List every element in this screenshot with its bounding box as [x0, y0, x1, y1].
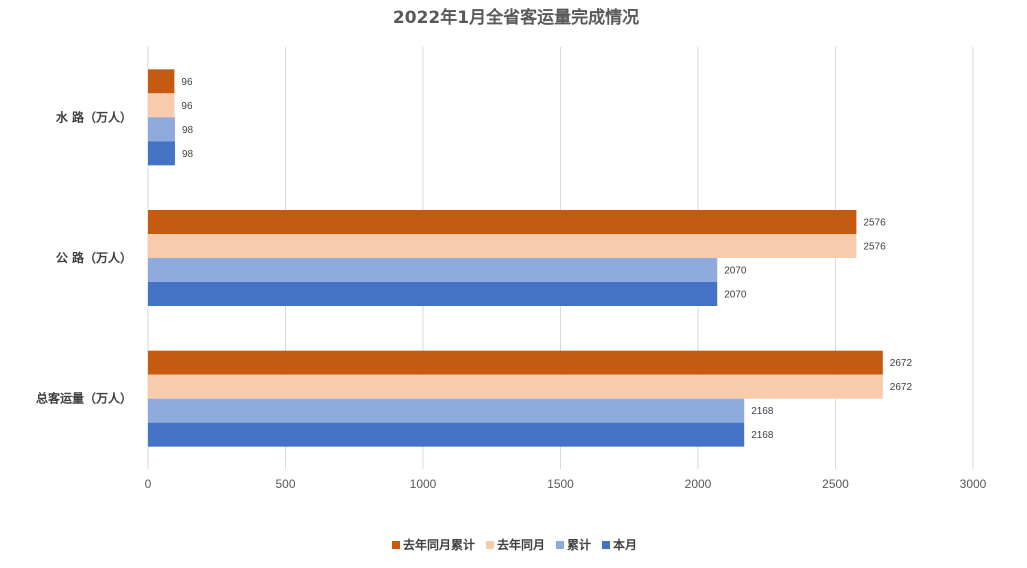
- data-label: 2070: [724, 290, 747, 301]
- data-label: 2168: [751, 406, 774, 417]
- legend-swatch: [392, 541, 400, 549]
- data-label: 2576: [863, 218, 886, 229]
- legend-label: 去年同月: [497, 537, 545, 552]
- legend-label: 本月: [613, 537, 637, 552]
- bar: [148, 282, 718, 306]
- x-tick-label: 1000: [410, 477, 437, 491]
- data-label: 2576: [863, 242, 886, 253]
- chart-title: 2022年1月全省客运量完成情况: [393, 7, 639, 28]
- bar: [148, 398, 745, 423]
- bar: [148, 93, 175, 118]
- bar: [148, 234, 857, 258]
- data-label: 98: [182, 149, 194, 160]
- x-tick-label: 2000: [685, 477, 712, 491]
- bar: [148, 258, 718, 282]
- bar: [148, 350, 883, 375]
- bar: [148, 69, 175, 94]
- legend-label: 去年同月累计: [403, 537, 475, 552]
- legend: 去年同月累计 去年同月 累计 本月: [392, 537, 637, 552]
- x-tick-label: 2500: [822, 477, 849, 491]
- data-label: 2672: [890, 358, 913, 369]
- data-label: 2070: [724, 266, 747, 277]
- data-label: 96: [181, 101, 193, 112]
- bar: [148, 117, 175, 142]
- legend-swatch: [556, 541, 564, 549]
- data-label: 98: [182, 125, 194, 136]
- legend-swatch: [602, 541, 610, 549]
- bar: [148, 210, 857, 234]
- category-label: 公 路（万人）: [56, 250, 132, 265]
- bar: [148, 141, 175, 166]
- x-axis-ticks: 0 500 1000 1500 2000 2500 3000: [145, 477, 987, 491]
- data-label: 2168: [751, 430, 774, 441]
- bar: [148, 422, 745, 447]
- data-label: 96: [181, 77, 193, 88]
- x-tick-label: 0: [145, 477, 152, 491]
- x-tick-label: 3000: [960, 477, 987, 491]
- bars: [148, 69, 883, 447]
- x-tick-label: 500: [275, 477, 295, 491]
- category-label: 水 路（万人）: [56, 109, 132, 124]
- x-tick-label: 1500: [547, 477, 574, 491]
- category-label: 总客运量（万人）: [36, 391, 132, 406]
- category-labels: 水 路（万人） 公 路（万人） 总客运量（万人）: [36, 109, 132, 405]
- legend-swatch: [486, 541, 494, 549]
- bar: [148, 374, 883, 399]
- data-labels: 96 96 98 98 2576 2576 2070 2070 2672 2672 2168 2168: [181, 77, 912, 441]
- legend-label: 累计: [567, 537, 591, 552]
- data-label: 2672: [890, 382, 913, 393]
